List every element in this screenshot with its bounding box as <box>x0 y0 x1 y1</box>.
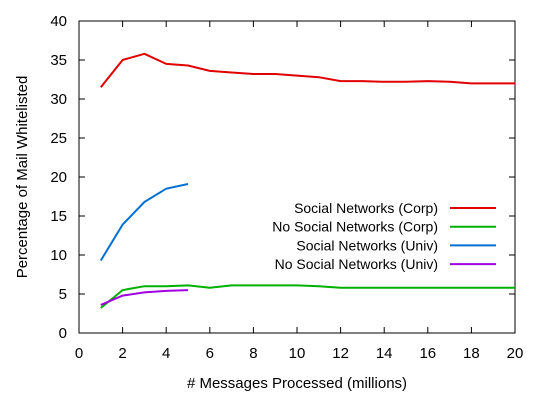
x-tick-label: 6 <box>206 345 214 362</box>
legend-label: Social Networks (Univ) <box>296 237 438 253</box>
series-group <box>99 52 515 309</box>
x-tick-label: 14 <box>376 345 393 362</box>
y-axis-label: Percentage of Mail Whitelisted <box>14 76 31 279</box>
legend-label: Social Networks (Corp) <box>294 200 438 216</box>
y-tick-label: 5 <box>59 286 67 303</box>
y-tick-label: 15 <box>50 208 67 225</box>
legend-label: No Social Networks (Corp) <box>272 219 438 235</box>
ticks-group: 0 2 4 6 8 10 12 14 16 18 20 0 5 10 15 20 25 30 35 40 <box>50 13 523 362</box>
y-tick-label: 35 <box>50 52 67 69</box>
series-line-4 <box>100 289 189 306</box>
x-tick-label: 0 <box>75 345 83 362</box>
x-tick-label: 16 <box>419 345 436 362</box>
legend-label: No Social Networks (Univ) <box>275 256 438 272</box>
x-tick-label: 10 <box>289 345 306 362</box>
series-line-3 <box>99 183 189 262</box>
series-line-1 <box>100 52 515 88</box>
x-tick-label: 20 <box>507 345 524 362</box>
y-tick-label: 0 <box>59 325 67 342</box>
x-axis-label: # Messages Processed (millions) <box>187 375 407 392</box>
series-line-2 <box>100 284 515 309</box>
x-tick-label: 18 <box>463 345 480 362</box>
x-tick-label: 8 <box>249 345 257 362</box>
y-tick-label: 40 <box>50 13 67 30</box>
x-tick-label: 12 <box>332 345 349 362</box>
x-tick-label: 2 <box>118 345 126 362</box>
y-tick-label: 20 <box>50 169 67 186</box>
y-tick-label: 25 <box>50 130 67 147</box>
x-tick-label: 4 <box>162 345 170 362</box>
legend: Social Networks (Corp) No Social Networks… <box>272 200 496 272</box>
y-tick-label: 30 <box>50 91 67 108</box>
y-tick-label: 10 <box>50 247 67 264</box>
